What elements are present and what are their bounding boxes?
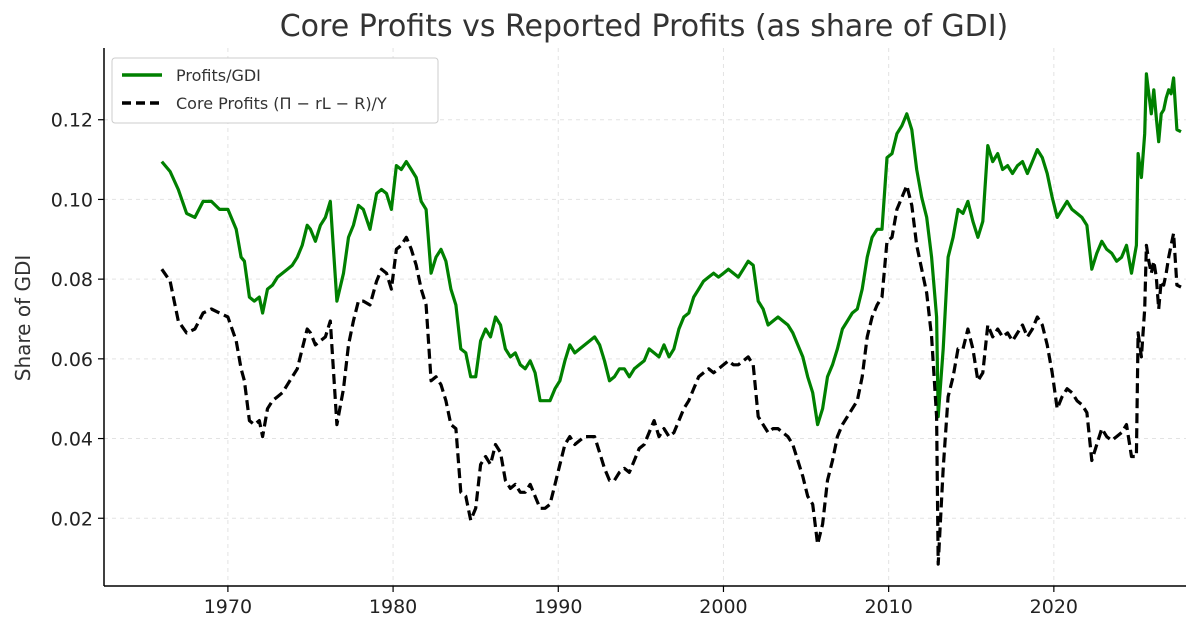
series-line-profits-gdi [160,72,1182,427]
y-tick-label: 0.10 [51,189,93,211]
axes [103,48,1186,587]
series-layer [160,72,1182,566]
y-tick-label: 0.06 [51,349,93,371]
chart-title: Core Profits vs Reported Profits (as sha… [280,9,1009,44]
ticks: 1970 1980 1990 2000 2010 2020 0.02 0.04 0.06 0.08… [51,110,1078,618]
legend-box [111,57,439,124]
x-tick-label: 1980 [369,596,417,618]
legend-label-profits: Profits/GDI [176,66,261,85]
y-tick-label: 0.12 [51,110,93,132]
series-line-core-profits [160,183,1182,566]
x-tick-label: 2010 [864,596,912,618]
legend: Profits/GDI Core Profits (Π − rL − R)/Y [111,57,439,124]
y-tick-label: 0.02 [51,508,93,530]
legend-label-core: Core Profits (Π − rL − R)/Y [176,94,387,113]
x-tick-label: 1970 [204,596,252,618]
x-tick-label: 1990 [534,596,582,618]
y-axis-label: Share of GDI [11,255,35,382]
y-tick-label: 0.08 [51,269,93,291]
x-tick-label: 2000 [699,596,747,618]
x-tick-label: 2020 [1030,596,1078,618]
y-tick-label: 0.04 [51,429,93,451]
grid-lines [104,48,1186,586]
